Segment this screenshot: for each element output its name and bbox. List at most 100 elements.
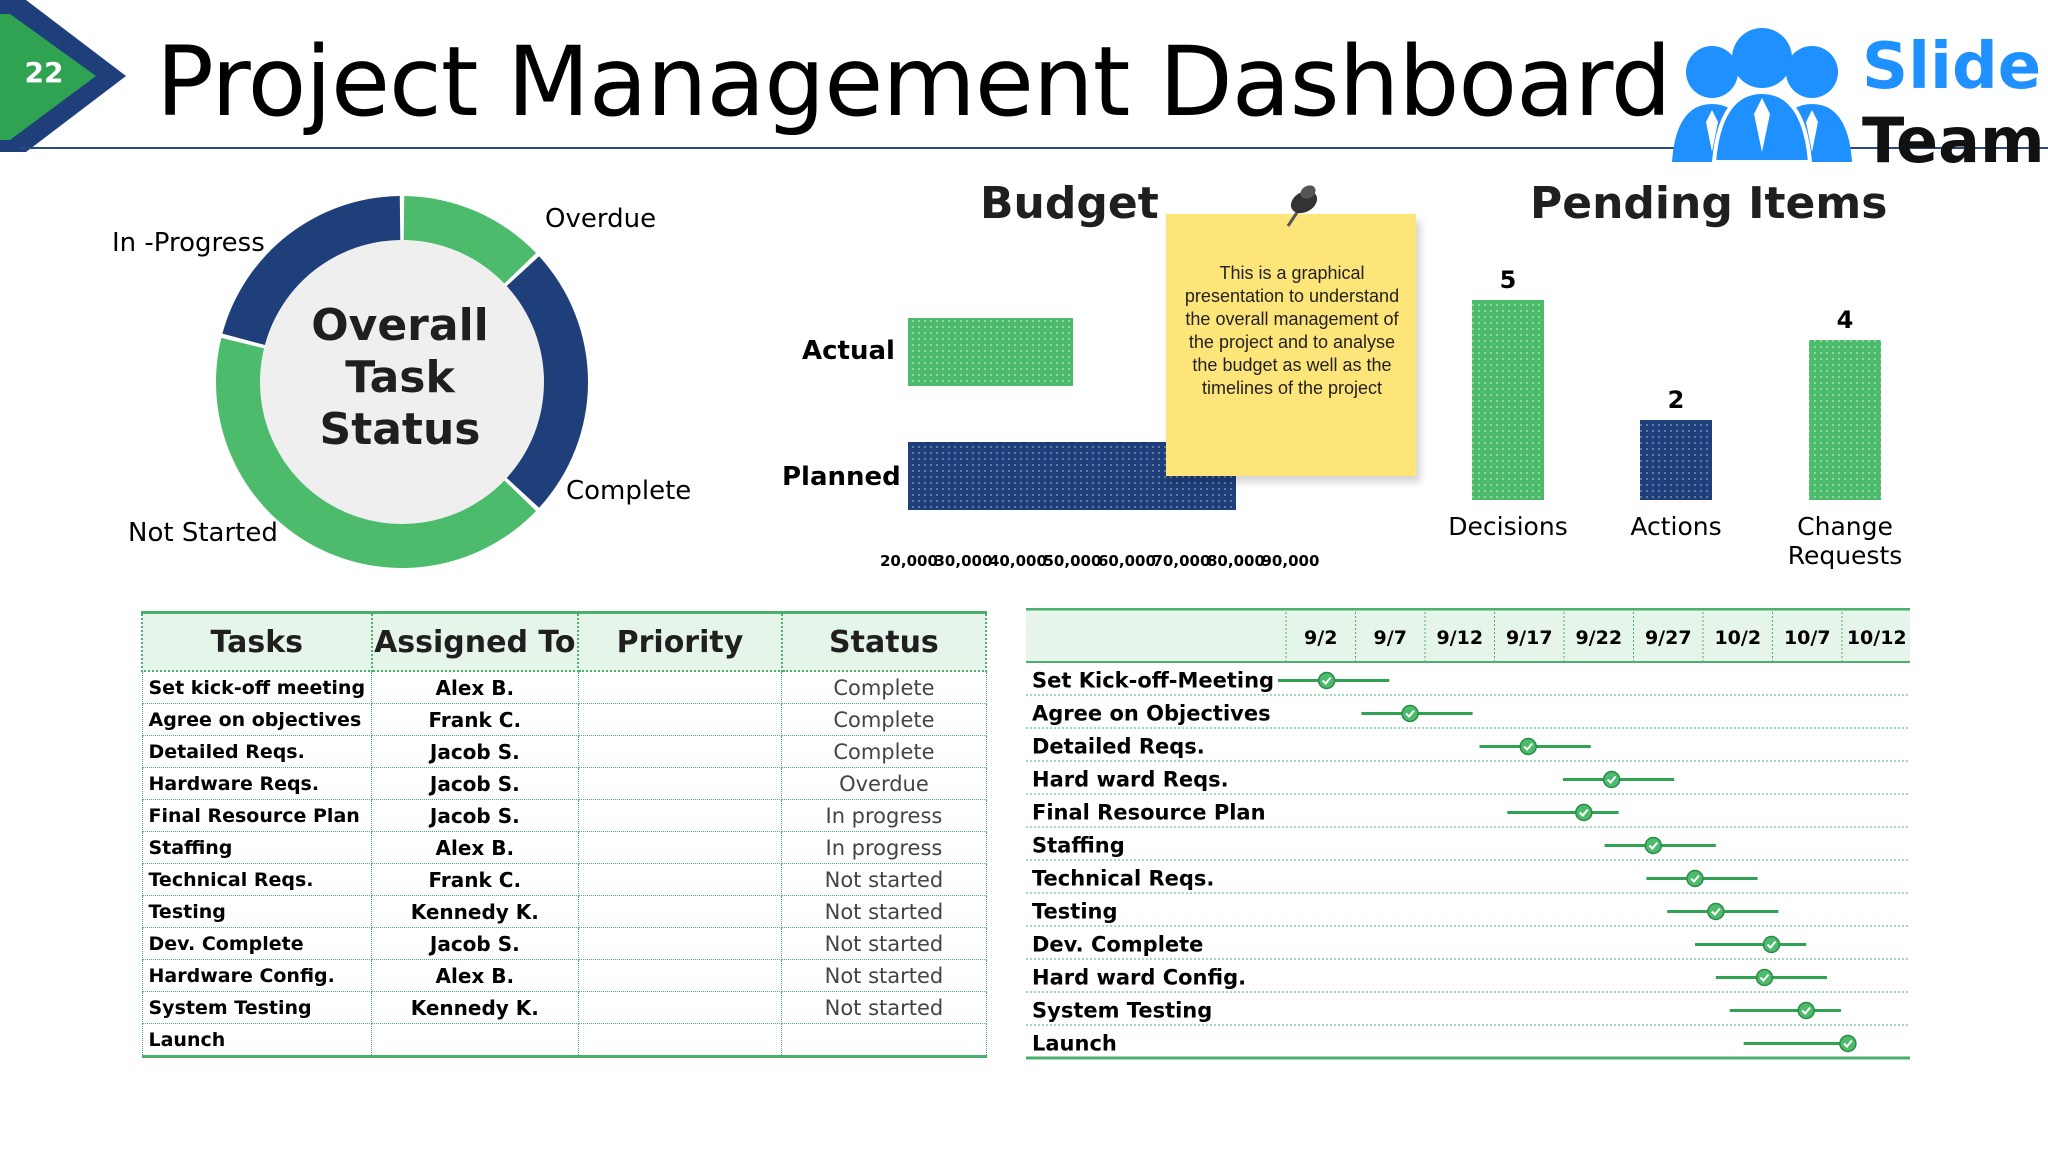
table-row: Hardware Reqs. Jacob S. Overdue [141, 767, 987, 800]
sticky-note-text: This is a graphical presentation to unde… [1184, 263, 1400, 398]
sticky-note [1166, 214, 1416, 476]
timeline-check-mark [1648, 841, 1659, 850]
tasks-cell-priority [577, 831, 783, 864]
tasks-cell-priority [577, 991, 783, 1024]
budget-tick-4: 60,000 [1098, 552, 1156, 570]
page-number: 22 [24, 56, 64, 89]
tasks-cell-tasks: Staffing [141, 831, 373, 864]
table-row: Technical Reqs. Frank C. Not started [141, 863, 987, 896]
pending-label-decisions: Decisions [1448, 512, 1568, 541]
tasks-cell-tasks: Hardware Reqs. [141, 767, 373, 800]
timeline-check-icon [1644, 836, 1663, 855]
tasks-cell-assigned-to: Jacob S. [371, 799, 579, 832]
timeline-check-mark [1579, 808, 1589, 817]
tasks-cell-tasks: Final Resource Plan [141, 799, 373, 832]
donut-slice-not-started [216, 337, 537, 568]
tasks-cell-assigned-to: Frank C. [371, 863, 579, 896]
tasks-cell-tasks: Detailed Reqs. [141, 735, 373, 768]
pending-value-actions: 2 [1667, 386, 1685, 414]
tasks-cell-assigned-to: Alex B. [371, 959, 579, 992]
timeline-check-icon [1317, 671, 1336, 690]
timeline-check-icon [1797, 1001, 1815, 1020]
tasks-header-assigned-to: Assigned To [370, 611, 580, 672]
timeline-row-label: Final Resource Plan [1032, 801, 1266, 825]
tasks-cell-tasks: Testing [141, 895, 373, 928]
tasks-cell-assigned-to: Kennedy K. [371, 991, 579, 1024]
budget-tick-0: 20,000 [880, 552, 938, 570]
tasks-cell-priority [577, 735, 783, 768]
donut-center-title: Overall Task Status [310, 300, 490, 456]
pending-chart [1472, 300, 1881, 500]
tasks-cell-tasks: System Testing [141, 991, 373, 1024]
budget-tick-3: 50,000 [1043, 552, 1102, 570]
pending-bar-change-requests [1809, 340, 1881, 500]
timeline-row-label: Testing [1032, 900, 1118, 924]
pushpin-icon [1286, 185, 1318, 227]
tasks-cell-tasks: Technical Reqs. [141, 863, 373, 896]
timeline-check-icon [1401, 704, 1419, 723]
table-row: Hardware Config. Alex B. Not started [141, 959, 987, 992]
page-number-chevron [0, 0, 126, 152]
pending-bar-actions [1640, 420, 1712, 500]
donut-label-overdue: Overdue [545, 204, 657, 234]
timeline-check-mark [1759, 973, 1770, 982]
pending-title: Pending Items [1530, 178, 1888, 229]
table-row: Testing Kennedy K. Not started [141, 895, 987, 928]
timeline-date-5: 9/27 [1645, 627, 1692, 649]
pending-bar-decisions [1472, 300, 1544, 500]
tasks-header-priority: Priority [577, 611, 783, 672]
donut-label-complete: Complete [566, 476, 692, 506]
budget-chart [908, 318, 1236, 510]
pending-label-change-requests: Change Requests [1787, 512, 1903, 570]
budget-tick-5: 70,000 [1152, 552, 1211, 570]
tasks-cell-assigned-to: Kennedy K. [371, 895, 579, 928]
timeline-check-icon [1755, 968, 1774, 987]
tasks-cell-status: Not started [781, 863, 987, 896]
tasks-cell-status: Not started [781, 991, 987, 1024]
tasks-cell-priority [577, 703, 783, 736]
timeline-date-1: 9/7 [1374, 627, 1407, 649]
timeline-row-label: Launch [1032, 1032, 1117, 1056]
tasks-cell-priority [577, 927, 783, 960]
timeline-check-mark [1321, 676, 1332, 685]
timeline-date-7: 10/7 [1784, 627, 1831, 649]
budget-label-actual: Actual [802, 336, 895, 366]
tasks-cell-assigned-to: Alex B. [371, 670, 579, 704]
donut-label-in-progress: In -Progress [112, 228, 265, 258]
tasks-cell-priority [577, 767, 783, 800]
donut-slice-complete [506, 256, 588, 508]
timeline-check-icon [1602, 770, 1621, 789]
tasks-cell-tasks: Set kick-off meeting [141, 670, 373, 704]
timeline-date-2: 9/12 [1436, 627, 1483, 649]
task-status-donut [216, 196, 588, 568]
table-row: System Testing Kennedy K. Not started [141, 991, 987, 1024]
timeline-row-label: Dev. Complete [1032, 933, 1203, 957]
timeline-header-band [1026, 608, 1910, 662]
budget-tick-7: 90,000 [1261, 552, 1320, 570]
tasks-cell-tasks: Dev. Complete [141, 927, 373, 960]
budget-bar-actual [908, 318, 1073, 386]
tasks-header-status: Status [780, 611, 988, 672]
logo-text-slide: Slide [1862, 30, 2042, 104]
slideteam-logo-icon [1672, 28, 1852, 162]
timeline-row-label: Set Kick-off-Meeting [1032, 669, 1274, 693]
budget-axis: 20,000 30,000 40,000 50,000 60,000 70,000 80,0… [880, 552, 1330, 576]
tasks-cell-status: Complete [781, 735, 987, 768]
tasks-cell-tasks: Hardware Config. [141, 959, 373, 992]
tasks-cell-status: Not started [781, 959, 987, 992]
tasks-cell-assigned-to: Jacob S. [371, 767, 579, 800]
pending-value-decisions: 5 [1499, 266, 1517, 294]
pending-value-change-requests: 4 [1836, 306, 1854, 334]
donut-slice-overdue [403, 196, 537, 284]
timeline-check-mark [1523, 742, 1533, 751]
tasks-cell-priority [577, 959, 783, 992]
timeline-date-3: 9/17 [1506, 627, 1553, 649]
donut-center-disc [260, 240, 544, 524]
timeline-check-mark [1405, 709, 1415, 718]
timeline-check-icon [1575, 803, 1593, 822]
budget-tick-6: 80,000 [1207, 552, 1265, 570]
timeline-row-label: Detailed Reqs. [1032, 735, 1205, 759]
tasks-cell-assigned-to: Jacob S. [371, 927, 579, 960]
donut-center-line2: Task [345, 352, 455, 403]
donut-center-line3: Status [319, 404, 481, 455]
